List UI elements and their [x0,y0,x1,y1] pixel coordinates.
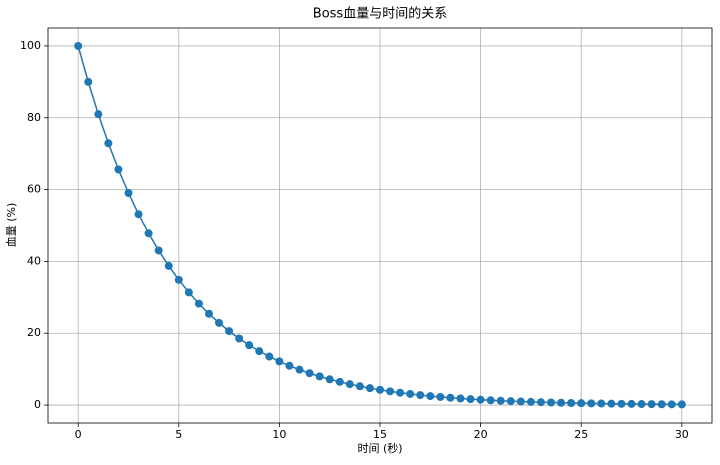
data-point [275,357,284,366]
data-point [506,397,515,406]
data-point [335,377,344,386]
data-point [235,334,244,343]
data-point [215,318,224,327]
data-point [245,341,254,350]
data-point [164,261,173,270]
data-point [114,165,123,174]
data-point [677,400,686,409]
data-point [285,361,294,370]
data-point [295,365,304,374]
data-point [315,372,324,381]
x-tick-label: 30 [675,428,689,441]
y-tick-label: 60 [27,183,41,196]
data-point [667,400,676,409]
data-point [516,397,525,406]
data-point [104,139,113,148]
data-point [355,382,364,391]
x-tick-label: 5 [175,428,182,441]
data-point [647,400,656,409]
data-point [446,393,455,402]
data-point [225,327,234,336]
data-point [154,246,163,255]
x-tick-label: 0 [75,428,82,441]
y-tick-label: 20 [27,326,41,339]
data-point [74,41,83,50]
plot-frame [47,27,713,424]
data-point [486,396,495,405]
data-point [345,380,354,389]
data-point [184,288,193,297]
data-point [124,189,133,198]
data-point [204,309,213,318]
data-point [466,395,475,404]
data-point [406,389,415,398]
data-point [607,399,616,408]
data-point [496,396,505,405]
data-point [577,399,586,408]
data-point [476,395,485,404]
data-point [416,391,425,400]
y-tick-label: 0 [34,398,41,411]
data-point [536,398,545,407]
data-point [567,398,576,407]
y-tick-label: 80 [27,111,41,124]
data-point [597,399,606,408]
data-point [436,392,445,401]
data-point [144,229,153,238]
data-point [174,275,183,284]
x-tick-label: 25 [574,428,588,441]
y-axis-label: 血量 (%) [4,203,18,248]
data-point [637,400,646,409]
data-point [617,399,626,408]
data-point [134,210,143,219]
data-point [325,375,334,384]
data-point [386,387,395,396]
data-point [587,399,596,408]
data-point [526,397,535,406]
data-point [657,400,666,409]
data-point [194,299,203,308]
x-tick-label: 10 [272,428,286,441]
x-tick-label: 15 [373,428,387,441]
data-point [557,398,566,407]
data-point [94,110,103,119]
data-point [84,77,93,86]
y-tick-label: 40 [27,254,41,267]
y-tick-label: 100 [20,39,41,52]
chart-title: Boss血量与时间的关系 [313,6,447,22]
x-axis-label: 时间 (秒) [357,441,402,455]
data-point [255,347,264,356]
data-point [365,384,374,393]
data-point [426,392,435,401]
data-point [305,369,314,378]
data-point [396,388,405,397]
data-point [547,398,556,407]
x-tick-label: 20 [474,428,488,441]
data-point [456,394,465,403]
data-point [627,399,636,408]
data-point [376,385,384,394]
data-point [265,352,274,361]
